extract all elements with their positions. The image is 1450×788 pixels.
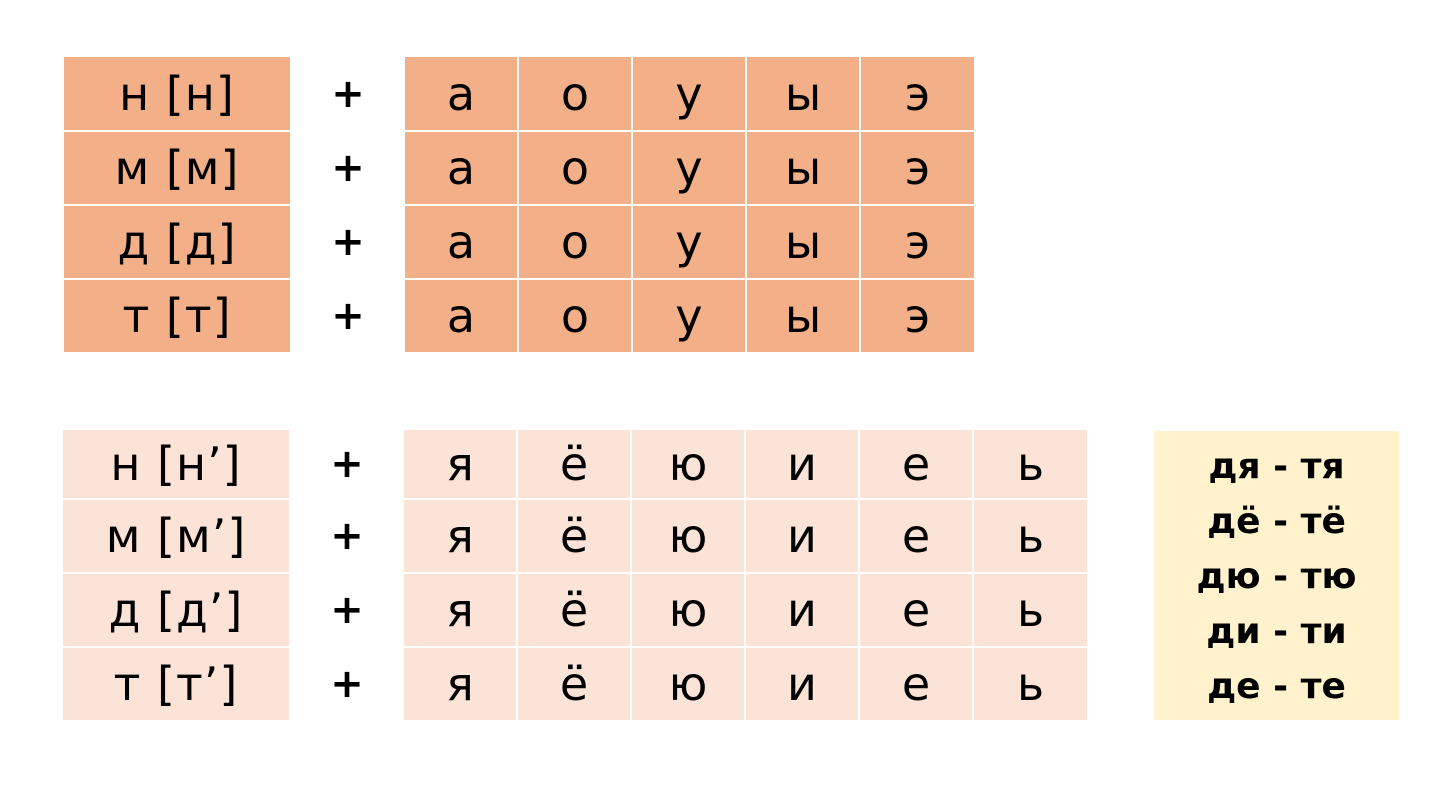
plus-sign: + <box>330 661 364 707</box>
vowel-cell: а <box>405 57 517 130</box>
vowel-cell: ё <box>518 648 630 720</box>
vowel-cell: э <box>861 57 974 130</box>
vowel-cell: о <box>519 57 631 130</box>
vowel-cell: ы <box>747 132 859 204</box>
consonant-cell: н [н’] <box>63 430 289 498</box>
vowel-cell: и <box>746 500 858 572</box>
syllable-pairs-box: дя - тя дё - тё дю - тю ди - ти де - те <box>1154 431 1399 720</box>
vowel-cell: ь <box>974 500 1087 572</box>
consonant-cell: м [м’] <box>63 500 289 572</box>
vowel-cell: ю <box>632 500 744 572</box>
vowel-cell: ю <box>632 648 744 720</box>
syllable-pair: дя - тя <box>1208 446 1345 487</box>
vowel-cell: е <box>860 430 972 498</box>
consonant-cell: т [т’] <box>63 648 289 720</box>
vowel-cell: ё <box>518 500 630 572</box>
vowel-cell: ё <box>518 574 630 646</box>
vowel-cell: о <box>519 206 631 278</box>
vowel-cell: а <box>405 280 517 352</box>
vowel-cell: у <box>633 280 745 352</box>
vowel-cell: у <box>633 57 745 130</box>
vowel-cell: ь <box>974 430 1087 498</box>
vowel-cell: е <box>860 574 972 646</box>
vowel-cell: э <box>861 132 974 204</box>
vowel-cell: э <box>861 280 974 352</box>
vowel-cell: э <box>861 206 974 278</box>
vowel-cell: и <box>746 648 858 720</box>
plus-sign: + <box>330 587 364 633</box>
plus-sign: + <box>331 70 365 117</box>
vowel-cell: и <box>746 430 858 498</box>
plus-sign: + <box>331 293 365 339</box>
vowel-cell: у <box>633 206 745 278</box>
vowel-cell: о <box>519 132 631 204</box>
vowel-cell: у <box>633 132 745 204</box>
vowel-cell: ы <box>747 206 859 278</box>
plus-sign: + <box>330 513 364 559</box>
consonant-cell: д [д] <box>64 206 290 278</box>
plus-sign: + <box>330 441 364 487</box>
vowel-cell: ы <box>747 57 859 130</box>
plus-sign: + <box>331 219 365 265</box>
vowel-cell: и <box>746 574 858 646</box>
vowel-cell: я <box>404 500 516 572</box>
consonant-cell: м [м] <box>64 132 290 204</box>
vowel-cell: а <box>405 206 517 278</box>
vowel-cell: я <box>404 574 516 646</box>
vowel-cell: ы <box>747 280 859 352</box>
vowel-cell: я <box>404 648 516 720</box>
syllable-pair: дё - тё <box>1207 501 1346 542</box>
syllable-pair: ди - ти <box>1206 611 1347 652</box>
syllable-pair: де - те <box>1207 666 1346 707</box>
vowel-cell: ё <box>518 430 630 498</box>
vowel-cell: ь <box>974 574 1087 646</box>
consonant-cell: н [н] <box>64 57 290 130</box>
vowel-cell: е <box>860 500 972 572</box>
vowel-cell: о <box>519 280 631 352</box>
consonant-cell: д [д’] <box>63 574 289 646</box>
plus-sign: + <box>331 145 365 191</box>
vowel-cell: а <box>405 132 517 204</box>
vowel-cell: е <box>860 648 972 720</box>
consonant-cell: т [т] <box>64 280 290 352</box>
vowel-cell: я <box>404 430 516 498</box>
vowel-cell: ю <box>632 430 744 498</box>
syllable-pair: дю - тю <box>1196 556 1357 597</box>
vowel-cell: ь <box>974 648 1087 720</box>
vowel-cell: ю <box>632 574 744 646</box>
